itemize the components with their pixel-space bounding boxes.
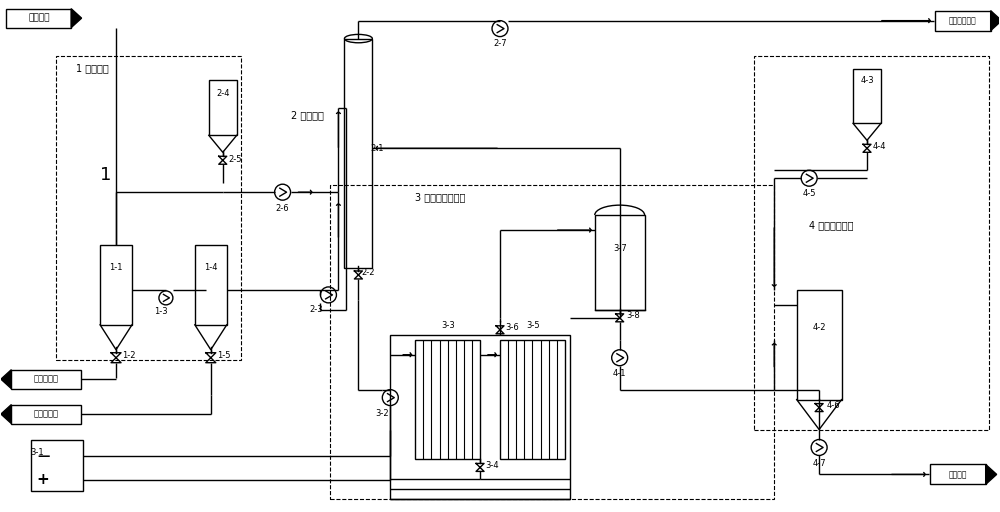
- Polygon shape: [71, 9, 82, 28]
- Bar: [209, 80, 237, 135]
- Text: 1-2: 1-2: [122, 351, 136, 360]
- Text: 2-2: 2-2: [362, 268, 375, 278]
- Text: 氨氮废水: 氨氮废水: [28, 14, 50, 23]
- Polygon shape: [986, 464, 997, 484]
- Text: 4-6: 4-6: [826, 401, 840, 410]
- Text: 1: 1: [100, 166, 112, 184]
- Bar: [797, 290, 842, 399]
- Polygon shape: [1, 370, 11, 389]
- Text: 4-7: 4-7: [812, 459, 826, 468]
- Text: 4-3: 4-3: [860, 76, 874, 85]
- Text: 1-5: 1-5: [217, 351, 231, 360]
- Bar: [595, 215, 645, 310]
- Bar: [930, 464, 986, 484]
- Text: 2-3: 2-3: [310, 305, 323, 314]
- Text: 污泥送处理: 污泥送处理: [34, 375, 59, 383]
- Text: +: +: [37, 472, 50, 487]
- Text: 3-2: 3-2: [376, 409, 389, 418]
- Text: 达标排放: 达标排放: [949, 470, 967, 479]
- Text: 2-4: 2-4: [216, 89, 230, 98]
- Text: 4 水质调节工段: 4 水质调节工段: [809, 220, 854, 230]
- Bar: [195, 245, 227, 325]
- Text: 4-1: 4-1: [613, 369, 626, 378]
- Text: 2-7: 2-7: [493, 39, 507, 48]
- Text: 3-1: 3-1: [30, 448, 44, 457]
- Bar: [56, 55, 241, 360]
- Text: 2-5: 2-5: [228, 155, 241, 164]
- Polygon shape: [1, 404, 11, 423]
- Text: 1-4: 1-4: [204, 264, 218, 272]
- Bar: [500, 340, 565, 459]
- Polygon shape: [991, 11, 1000, 31]
- Text: 4-5: 4-5: [802, 188, 816, 198]
- Bar: [390, 335, 570, 499]
- Text: 3 电催化氧化工段: 3 电催化氧化工段: [415, 192, 466, 202]
- Text: 污泥送处理: 污泥送处理: [34, 410, 59, 419]
- Bar: [415, 340, 480, 459]
- Text: 无害气体排空: 无害气体排空: [949, 16, 977, 25]
- Text: 2-1: 2-1: [370, 144, 384, 153]
- Bar: [935, 11, 991, 31]
- Text: 3-3: 3-3: [441, 322, 455, 330]
- Bar: [330, 185, 774, 499]
- Bar: [6, 9, 71, 28]
- Text: 3-7: 3-7: [613, 244, 627, 252]
- Bar: [11, 404, 81, 423]
- Text: 1 过滤工段: 1 过滤工段: [76, 63, 109, 74]
- Text: 2 喷淋工段: 2 喷淋工段: [291, 111, 323, 120]
- Bar: [11, 370, 81, 389]
- Bar: [754, 55, 989, 430]
- Text: 3-8: 3-8: [627, 311, 641, 321]
- Bar: [853, 69, 881, 123]
- Text: 1-1: 1-1: [109, 264, 123, 272]
- Bar: [100, 245, 132, 325]
- Bar: [31, 439, 83, 492]
- Text: 3-6: 3-6: [505, 323, 519, 332]
- Text: 3-5: 3-5: [526, 322, 540, 330]
- Text: —: —: [37, 450, 49, 463]
- Text: 4-4: 4-4: [872, 142, 886, 151]
- Text: 2-6: 2-6: [276, 204, 289, 212]
- Text: 1-3: 1-3: [154, 307, 168, 316]
- Text: 3-4: 3-4: [485, 461, 499, 470]
- Text: 4-2: 4-2: [812, 323, 826, 332]
- Bar: [344, 38, 372, 268]
